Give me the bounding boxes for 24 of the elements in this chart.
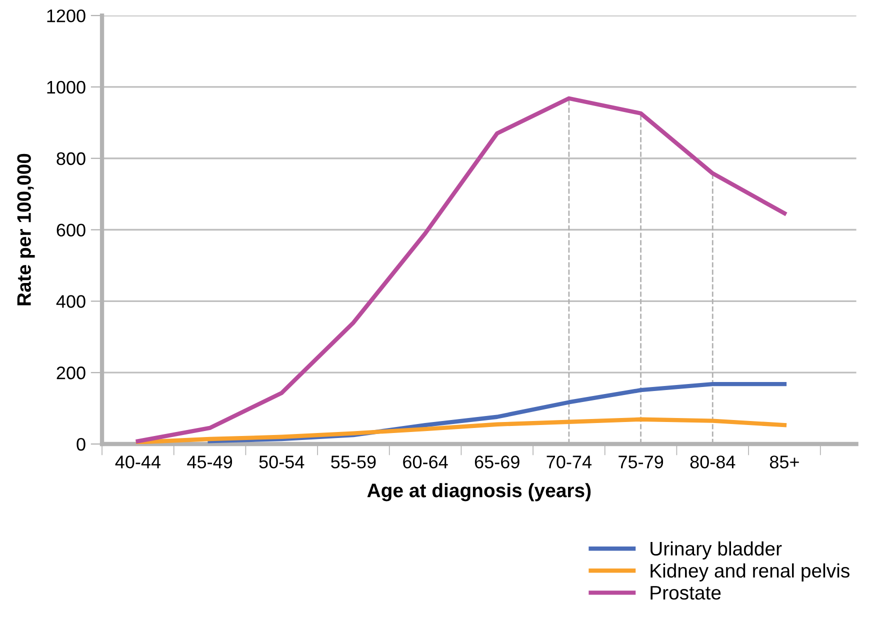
- x-tick-label: 40-44: [115, 456, 161, 468]
- y-tick-label: 800: [56, 152, 86, 166]
- x-tick-label: 85+: [770, 456, 799, 468]
- x-axis-title: Age at diagnosis (years): [367, 483, 591, 502]
- x-tick-label: 70-74: [546, 456, 592, 468]
- line-series: [136, 96, 787, 444]
- x-tick-label: 45-49: [187, 456, 232, 468]
- y-tick-label: 200: [56, 366, 86, 380]
- y-tick-label: 0: [76, 438, 86, 451]
- line-series: [136, 417, 787, 444]
- x-tick-label: 80-84: [690, 456, 736, 468]
- legend-label: Urinary bladder: [650, 541, 782, 560]
- legend-label: Prostate: [650, 586, 721, 600]
- y-tick-label: 400: [56, 295, 86, 308]
- x-tick-label: 60-64: [403, 456, 448, 468]
- y-tick-label: 1200: [47, 9, 86, 22]
- x-tick-label: 75-79: [618, 456, 664, 468]
- y-tick-label: 1000: [47, 80, 86, 94]
- y-tick-label: 600: [56, 224, 86, 236]
- x-tick-label: 50-54: [259, 456, 304, 468]
- legend-label: Kidney and renal pelvis: [650, 563, 850, 582]
- x-tick-label: 55-59: [331, 456, 376, 468]
- y-axis-title: Rate per 100,000: [17, 154, 35, 306]
- x-tick-label: 65-69: [474, 456, 520, 468]
